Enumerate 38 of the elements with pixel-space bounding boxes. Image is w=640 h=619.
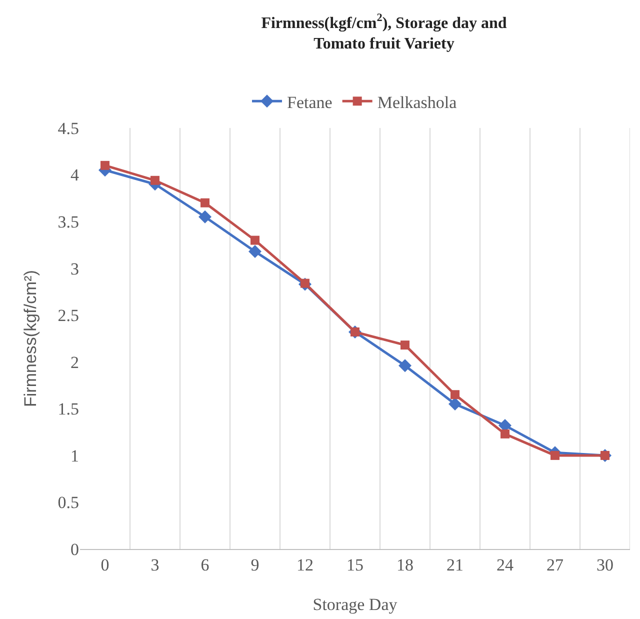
x-tick-label: 6 — [200, 555, 210, 574]
y-tick-label: 1.5 — [58, 400, 79, 419]
x-tick-label: 15 — [346, 555, 364, 574]
point — [248, 244, 262, 258]
y-tick-label: 3.5 — [58, 212, 79, 232]
point — [100, 160, 110, 170]
x-axis-title: Storage Day — [312, 595, 398, 614]
chart-title: Firmness(kgf/cm$^{2}$), Storage day and Tomato fruit Variety — [261, 12, 507, 53]
point — [450, 390, 460, 400]
x-tick-label: 24 — [496, 555, 514, 574]
y-tick-label: 0.5 — [58, 493, 79, 512]
x-tick-label: 3 — [150, 555, 160, 574]
y-tick-label: 4 — [70, 166, 80, 185]
y-tick-label: 0 — [70, 540, 79, 559]
point — [550, 450, 560, 460]
y-axis-title: Firmness(kgf/cm²) — [21, 270, 40, 407]
x-tick-label: 27 — [546, 555, 564, 574]
point — [198, 210, 212, 224]
x-tick-label: 12 — [296, 555, 314, 574]
x-tick-label: 21 — [446, 555, 464, 574]
y-tick-label: 2.5 — [58, 306, 79, 326]
y-tick-label: 2 — [70, 352, 79, 372]
legend-label: Melkashola — [377, 92, 458, 112]
y-tick-label: 4.5 — [58, 118, 79, 138]
y-tick-label: 3 — [70, 259, 79, 278]
point — [400, 340, 410, 350]
x-tick-label: 0 — [100, 555, 110, 574]
point — [398, 359, 412, 372]
point — [200, 198, 210, 208]
point — [448, 397, 462, 410]
point — [500, 429, 510, 438]
legend-label: Fetane — [287, 92, 332, 112]
point — [150, 176, 160, 185]
point — [250, 236, 260, 245]
x-tick-label: 9 — [250, 555, 260, 574]
x-tick-label: 30 — [596, 555, 614, 574]
y-tick-label: 1 — [70, 446, 79, 466]
x-tick-label: 18 — [396, 555, 414, 574]
